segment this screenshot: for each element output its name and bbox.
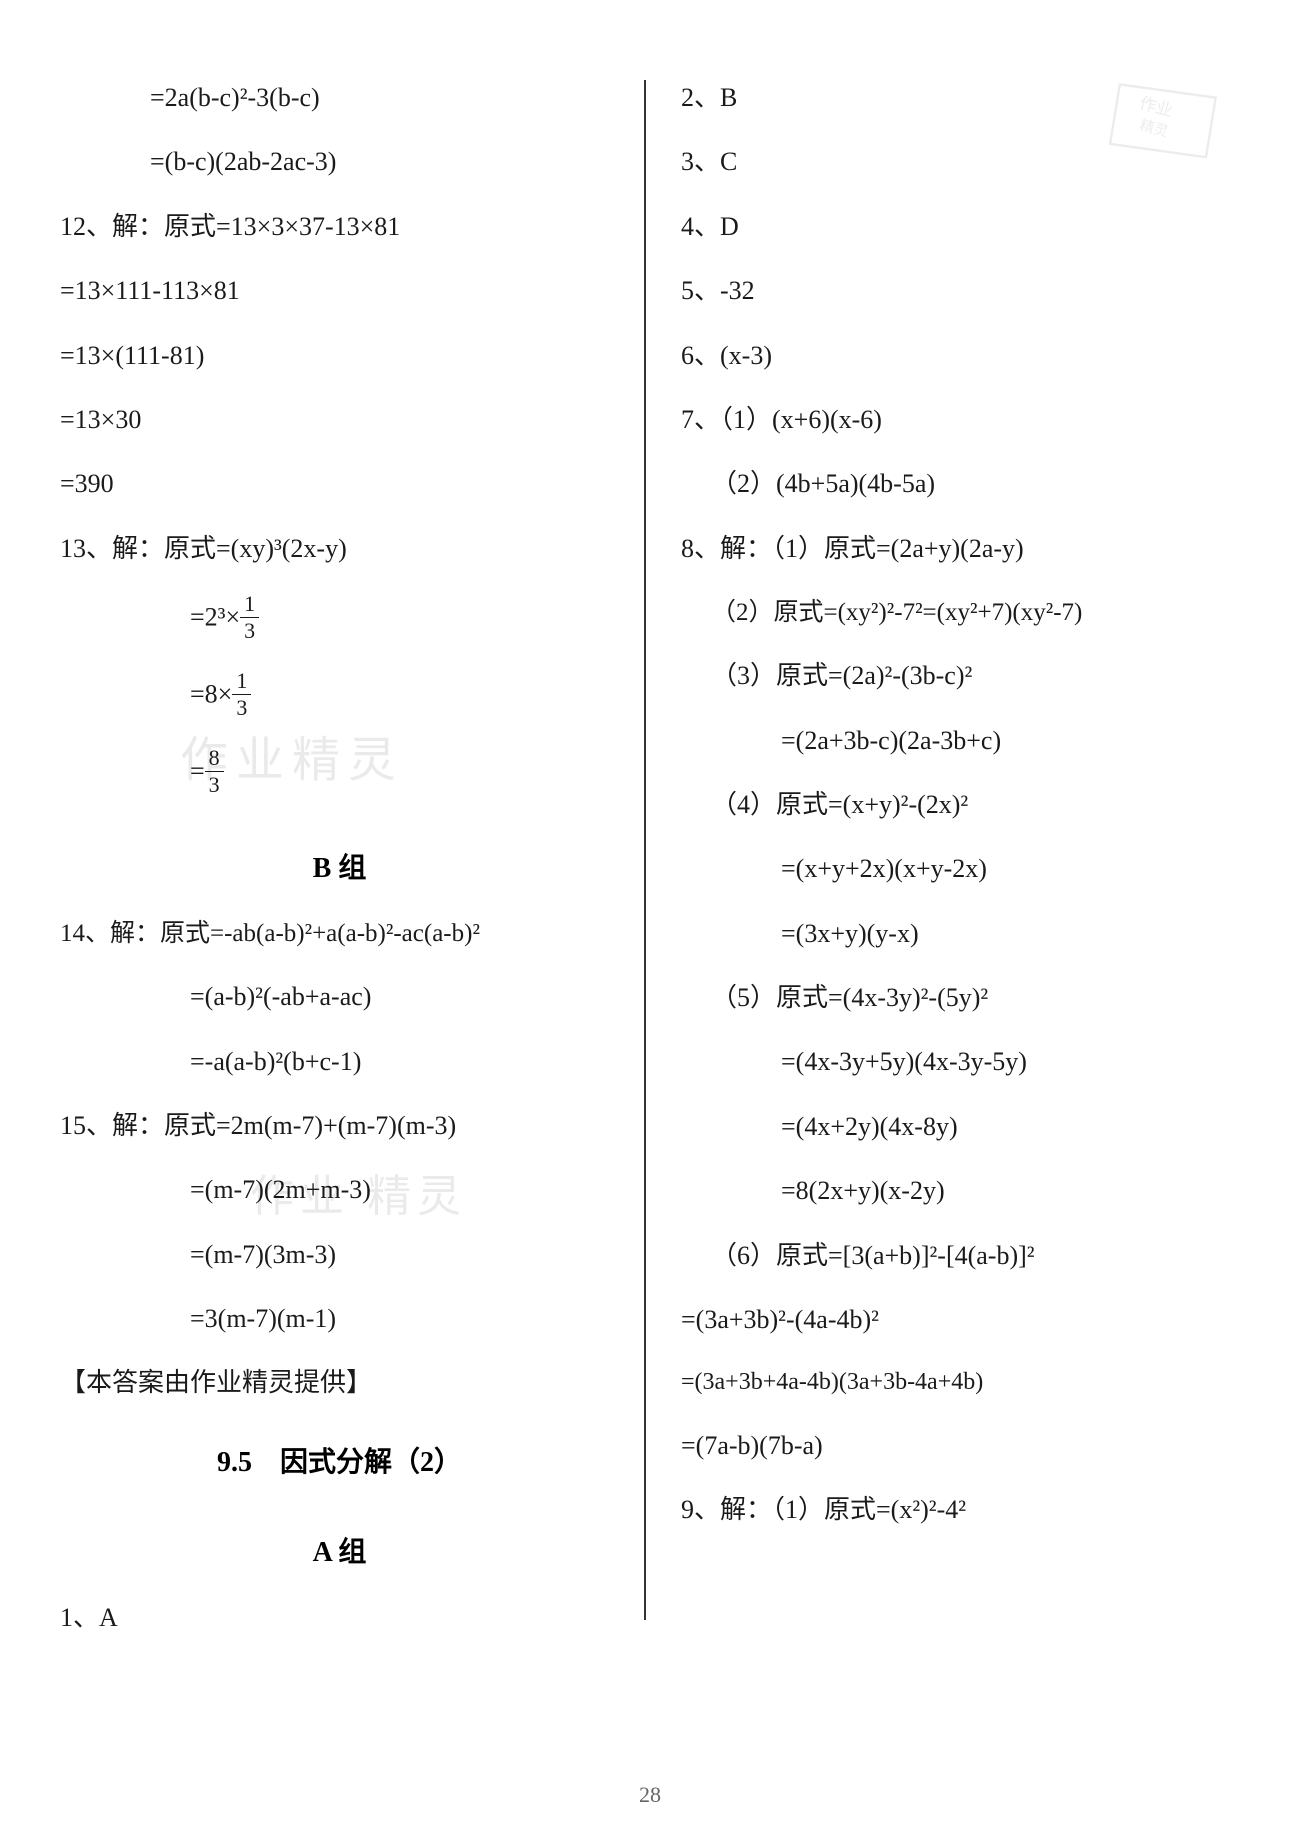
math-line: =3(m-7)(m-1) [60, 1301, 619, 1337]
math-line: =(m-7)(3m-3) [60, 1237, 619, 1273]
fraction: 83 [205, 747, 224, 796]
math-line: =(3x+y)(y-x) [681, 916, 1240, 952]
math-line-frac: =2³×13 [60, 595, 619, 644]
math-line: =(3a+3b+4a-4b)(3a+3b-4a+4b) [681, 1366, 1240, 1400]
math-line: 14、解：原式=-ab(a-b)²+a(a-b)²-ac(a-b)² [60, 916, 619, 951]
math-line: 15、解：原式=2m(m-7)+(m-7)(m-3) [60, 1108, 619, 1144]
content-container: =2a(b-c)²-3(b-c) =(b-c)(2ab-2ac-3) 12、解：… [60, 80, 1240, 1798]
right-column: 2、B 3、C 4、D 5、-32 6、(x-3) 7、（1）(x+6)(x-6… [651, 80, 1240, 1798]
answer-item: 6、(x-3) [681, 338, 1240, 374]
math-line: =-a(a-b)²(b+c-1) [60, 1044, 619, 1080]
left-column: =2a(b-c)²-3(b-c) =(b-c)(2ab-2ac-3) 12、解：… [60, 80, 639, 1798]
numerator: 8 [205, 747, 224, 772]
denominator: 3 [232, 695, 251, 719]
frac-prefix: =8× [190, 680, 232, 709]
math-line: =8(2x+y)(x-2y) [681, 1173, 1240, 1209]
math-line: =(x+y+2x)(x+y-2x) [681, 851, 1240, 887]
math-line: 12、解：原式=13×3×37-13×81 [60, 209, 619, 245]
math-line: （5）原式=(4x-3y)²-(5y)² [681, 980, 1240, 1016]
math-line: =(b-c)(2ab-2ac-3) [60, 144, 619, 180]
math-line: （2）原式=(xy²)²-7²=(xy²+7)(xy²-7) [681, 595, 1240, 630]
fraction: 13 [240, 593, 259, 642]
answer-item: 7、（1）(x+6)(x-6) [681, 402, 1240, 438]
math-line: =(4x-3y+5y)(4x-3y-5y) [681, 1044, 1240, 1080]
frac-prefix: =2³× [190, 603, 240, 632]
math-line: 9、解：（1）原式=(x²)²-4² [681, 1492, 1240, 1528]
math-line: 8、解：（1）原式=(2a+y)(2a-y) [681, 531, 1240, 567]
answer-item: 5、-32 [681, 273, 1240, 309]
fraction: 13 [232, 670, 251, 719]
answer-item: 4、D [681, 209, 1240, 245]
answer-item: 1、A [60, 1600, 619, 1636]
math-line: =13×(111-81) [60, 338, 619, 374]
math-line: 13、解：原式=(xy)³(2x-y) [60, 531, 619, 567]
math-line: =13×111-113×81 [60, 273, 619, 309]
svg-text:作业: 作业 [1137, 94, 1174, 121]
svg-text:精灵: 精灵 [1138, 117, 1170, 141]
math-line: =13×30 [60, 402, 619, 438]
numerator: 1 [240, 593, 259, 618]
denominator: 3 [240, 618, 259, 642]
denominator: 3 [205, 772, 224, 796]
numerator: 1 [232, 670, 251, 695]
math-line: =2a(b-c)²-3(b-c) [60, 80, 619, 116]
group-a-heading: A 组 [60, 1530, 619, 1570]
math-line: =390 [60, 466, 619, 502]
math-line: （4）原式=(x+y)²-(2x)² [681, 787, 1240, 823]
watermark-text-2: 作业 精灵 [250, 1160, 467, 1224]
page-number: 28 [639, 1782, 661, 1808]
answer-credit: 【本答案由作业精灵提供】 [60, 1365, 619, 1401]
math-line: =(7a-b)(7b-a) [681, 1428, 1240, 1464]
chapter-heading: 9.5 因式分解（2） [60, 1440, 619, 1480]
group-b-heading: B 组 [60, 846, 619, 886]
math-line: =(a-b)²(-ab+a-ac) [60, 979, 619, 1015]
math-line: =(4x+2y)(4x-8y) [681, 1109, 1240, 1145]
math-line: =(3a+3b)²-(4a-4b)² [681, 1302, 1240, 1338]
math-line: （6）原式=[3(a+b)]²-[4(a-b)]² [681, 1238, 1240, 1274]
column-divider [644, 80, 646, 1620]
math-line: =(2a+3b-c)(2a-3b+c) [681, 723, 1240, 759]
answer-item: （2）(4b+5a)(4b-5a) [681, 466, 1240, 502]
math-line: （3）原式=(2a)²-(3b-c)² [681, 658, 1240, 694]
math-line-frac: =8×13 [60, 672, 619, 721]
